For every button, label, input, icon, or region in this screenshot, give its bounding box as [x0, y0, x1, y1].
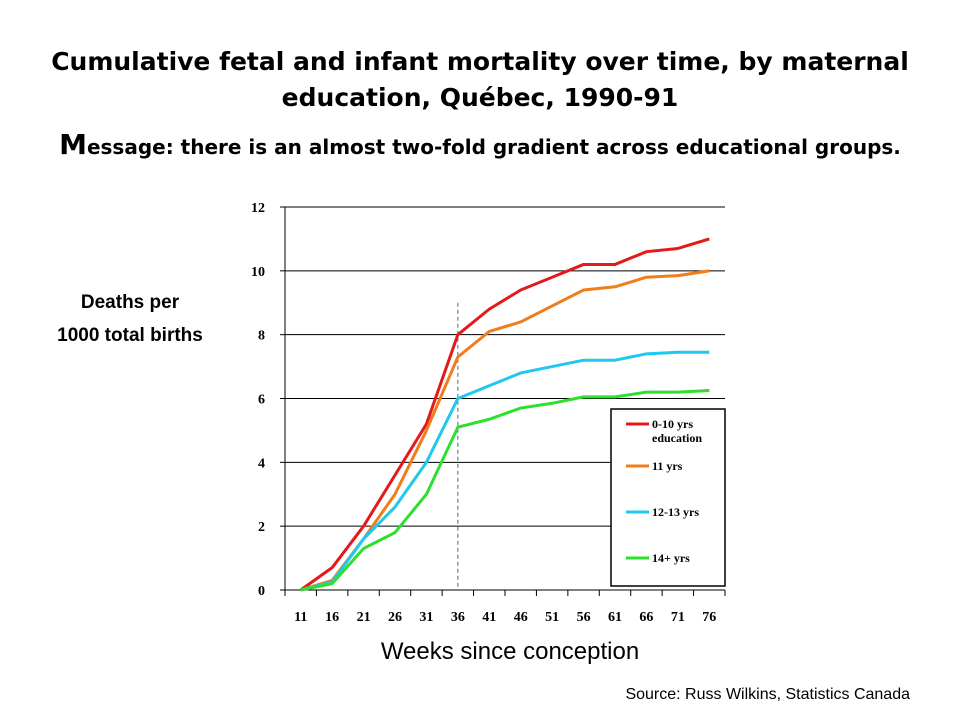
- x-tick-labels: 11 16 21 26 31 36 41 46 51 56 61 66 71 76: [294, 610, 716, 625]
- series-line-1: [299, 237, 710, 592]
- x-axis-label: Weeks since conception: [380, 638, 640, 665]
- y-axis-label: Deaths per 1000 total births: [30, 286, 230, 352]
- x-tick-label-56: 56: [577, 610, 591, 625]
- x-tick-label-31: 31: [419, 610, 433, 625]
- x-tick-label-21: 21: [357, 610, 371, 625]
- y-tick-label-8: 8: [258, 329, 265, 344]
- y-tick-labels: 0 2 4 6 8 10 12: [251, 201, 265, 599]
- source-note: Source: Russ Wilkins, Statistics Canada: [625, 686, 910, 703]
- chart-title: Cumulative fetal and infant mortality ov…: [40, 44, 920, 116]
- series-lines: [299, 237, 710, 592]
- y-axis-label-line1: Deaths per: [80, 292, 180, 313]
- legend-label-3: 12-13 yrs: [652, 505, 699, 519]
- x-tick-label-16: 16: [325, 610, 339, 625]
- y-tick-label-2: 2: [258, 520, 265, 535]
- message-text: essage: there is an almost two-fold grad…: [86, 135, 901, 159]
- y-tick-label-12: 12: [251, 201, 265, 216]
- x-tick-label-66: 66: [639, 610, 653, 625]
- series-line-4: [300, 389, 710, 592]
- x-tick-label-26: 26: [388, 610, 402, 625]
- series-line-3: [300, 350, 710, 592]
- chart-title-line1: Cumulative fetal and infant mortality ov…: [51, 47, 909, 76]
- chart-message: Message: there is an almost two-fold gra…: [30, 128, 930, 161]
- x-tick-label-76: 76: [702, 610, 716, 625]
- legend-label-2: 11 yrs: [652, 459, 683, 473]
- y-tick-label-4: 4: [258, 456, 265, 471]
- x-tick-label-61: 61: [608, 610, 622, 625]
- y-tick-label-6: 6: [258, 393, 265, 408]
- legend-label-4: 14+ yrs: [652, 551, 690, 565]
- y-axis-label-line2: 1000 total births: [57, 325, 203, 346]
- x-tick-label-36: 36: [451, 610, 465, 625]
- message-first-letter: M: [59, 128, 87, 161]
- y-tick-label-0: 0: [258, 584, 265, 599]
- x-tick-label-46: 46: [514, 610, 528, 625]
- x-tick-label-71: 71: [671, 610, 685, 625]
- chart-title-line2: education, Québec, 1990-91: [281, 83, 679, 112]
- x-tick-label-51: 51: [545, 610, 559, 625]
- x-tick-label-11: 11: [294, 610, 307, 625]
- legend-label-1-line2: education: [652, 431, 702, 445]
- y-tick-label-10: 10: [251, 265, 265, 280]
- x-tick-label-41: 41: [482, 610, 496, 625]
- legend-label-1: 0-10 yrs: [652, 417, 693, 431]
- axes: [284, 207, 726, 596]
